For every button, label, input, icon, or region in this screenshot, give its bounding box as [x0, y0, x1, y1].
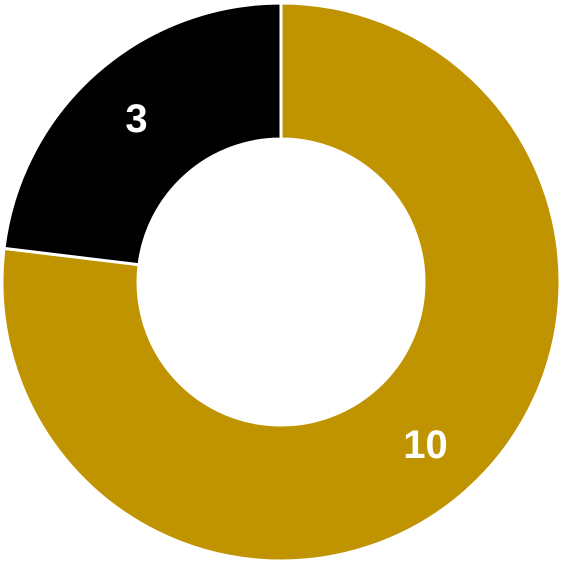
donut-labels: 10 3	[125, 97, 447, 467]
donut-slice-label-1: 3	[125, 97, 147, 141]
donut-slice-1	[2, 1, 283, 267]
donut-slice-label-0: 10	[403, 423, 448, 467]
